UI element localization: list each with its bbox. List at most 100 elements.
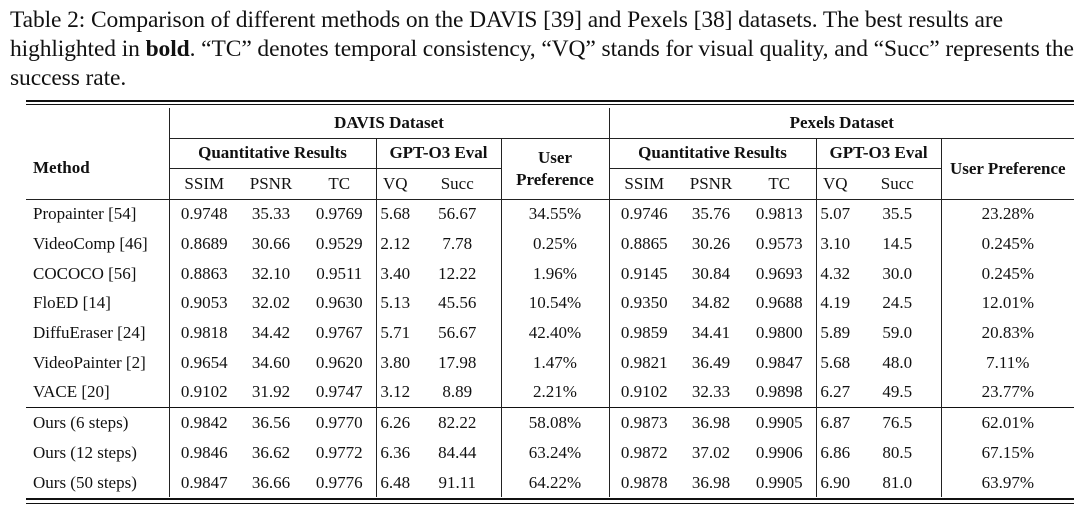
davis-value-cell: 56.67 xyxy=(438,204,477,224)
pexels-value-cell: 4.32 xyxy=(815,258,855,289)
pexels-value-cell: 0.245% xyxy=(940,229,1075,259)
method-cell: FloED [14] xyxy=(33,293,111,313)
pexels-value-cell: 76.5 xyxy=(854,407,942,438)
pexels-value-cell: 0.9145 xyxy=(608,258,680,289)
davis-value-cell: 0.9847 xyxy=(168,467,239,498)
pexels-value-cell: 6.86 xyxy=(815,438,855,468)
davis-value-cell: 36.56 xyxy=(239,407,303,438)
pexels-user-header-text: User Preference xyxy=(949,158,1066,178)
method-cell: VACE [20] xyxy=(33,382,110,402)
davis-value-cell: 0.9842 xyxy=(168,407,239,438)
pexels-value-cell: 0.9813 xyxy=(755,204,803,224)
table-top-rule xyxy=(26,100,1074,102)
davis-value-cell: 17.98 xyxy=(438,352,477,372)
pexels-value-cell: 3.10 xyxy=(815,229,855,259)
davis-value-cell: 8.89 xyxy=(442,382,473,402)
pexels-ssim-header: SSIM xyxy=(608,168,680,200)
pexels-value-cell: 0.9688 xyxy=(755,293,803,313)
pexels-value-cell: 6.90 xyxy=(815,467,855,498)
davis-value-cell: 2.21% xyxy=(500,377,610,408)
table-row: COCOCO [56] 0.8863 32.10 0.9511 3.40 12.22 1.9… xyxy=(26,258,1075,289)
pexels-value-cell: 30.0 xyxy=(882,263,913,283)
davis-user-header: User Preference xyxy=(500,138,610,200)
davis-value-cell: 0.9772 xyxy=(315,442,363,462)
caption-text-1: Table 2: Comparison of different methods… xyxy=(10,7,1003,62)
davis-value-cell: 0.9620 xyxy=(315,352,363,372)
davis-value-cell: 30.66 xyxy=(251,234,291,254)
pexels-value-cell: 36.98 xyxy=(679,407,744,438)
pexels-value-cell: 0.9573 xyxy=(755,234,803,254)
pexels-value-cell: 0.9872 xyxy=(608,438,680,468)
davis-gpt-header: GPT-O3 Eval xyxy=(375,138,501,169)
pexels-value-cell: 34.41 xyxy=(691,323,731,343)
pexels-value-cell: 32.33 xyxy=(691,382,731,402)
davis-user-header-text: User Preference xyxy=(516,147,594,189)
pexels-value-cell: 30.84 xyxy=(691,263,731,283)
davis-value-cell: 31.92 xyxy=(251,382,291,402)
davis-value-cell: 3.80 xyxy=(375,347,414,378)
pexels-value-cell: 81.0 xyxy=(882,472,913,492)
pexels-value-cell: 23.77% xyxy=(940,377,1075,408)
pexels-value-cell: 5.07 xyxy=(815,199,855,230)
davis-value-cell: 0.9748 xyxy=(168,199,239,230)
davis-value-cell: 0.9102 xyxy=(168,377,239,408)
pexels-quant-header: Quantitative Results xyxy=(608,138,817,169)
davis-value-cell: 0.9654 xyxy=(168,347,239,378)
davis-succ-header: Succ xyxy=(414,168,501,200)
pexels-value-cell: 48.0 xyxy=(882,352,913,372)
pexels-value-cell: 0.9873 xyxy=(608,407,680,438)
pexels-value-cell: 24.5 xyxy=(882,293,913,313)
table-row: FloED [14] 0.9053 32.02 0.9630 5.13 45.56 10.5… xyxy=(26,288,1075,319)
davis-value-cell: 0.9747 xyxy=(315,382,363,402)
pexels-value-cell: 0.8865 xyxy=(608,229,680,259)
davis-value-cell: 0.9511 xyxy=(316,263,363,283)
pexels-value-cell: 49.5 xyxy=(882,382,913,402)
davis-dataset-header: DAVIS Dataset xyxy=(168,108,610,139)
pexels-value-cell: 0.9746 xyxy=(608,199,680,230)
pexels-value-cell: 0.9693 xyxy=(755,263,803,283)
pexels-value-cell: 14.5 xyxy=(882,234,913,254)
davis-value-cell: 32.02 xyxy=(251,293,291,313)
davis-value-cell: 36.62 xyxy=(251,442,291,462)
davis-value-cell: 63.24% xyxy=(500,438,610,468)
pexels-value-cell: 12.01% xyxy=(940,288,1075,319)
method-cell: COCOCO [56] xyxy=(33,263,137,283)
davis-value-cell: 64.22% xyxy=(500,467,610,498)
davis-value-cell: 2.12 xyxy=(375,229,414,259)
pexels-value-cell: 6.87 xyxy=(815,407,855,438)
pexels-gpt-header: GPT-O3 Eval xyxy=(815,138,942,169)
caption-text-2: . “TC” denotes temporal consistency, “VQ… xyxy=(10,36,1074,91)
pexels-vq-header: VQ xyxy=(815,168,855,200)
davis-value-cell: 84.44 xyxy=(438,442,477,462)
pexels-value-cell: 0.9906 xyxy=(755,442,803,462)
pexels-value-cell: 0.9898 xyxy=(755,382,803,402)
pexels-value-cell: 35.76 xyxy=(691,204,731,224)
davis-value-cell: 0.9818 xyxy=(168,318,239,348)
davis-value-cell: 1.96% xyxy=(500,258,610,289)
table-row: VACE [20] 0.9102 31.92 0.9747 3.12 8.89 2.21% 0… xyxy=(26,377,1075,408)
table-bottom-rule xyxy=(26,498,1074,500)
method-cell: VideoComp [46] xyxy=(33,234,148,254)
davis-quant-header: Quantitative Results xyxy=(168,138,376,169)
davis-vq-header: VQ xyxy=(375,168,414,200)
pexels-value-cell: 30.26 xyxy=(691,234,731,254)
pexels-value-cell: 7.11% xyxy=(940,347,1075,378)
davis-value-cell: 36.66 xyxy=(251,472,291,492)
pexels-value-cell: 36.49 xyxy=(691,352,731,372)
davis-value-cell: 1.47% xyxy=(500,347,610,378)
table-row: DiffuEraser [24] 0.9818 34.42 0.9767 5.71 56.… xyxy=(26,318,1075,348)
davis-psnr-header: PSNR xyxy=(239,168,303,200)
pexels-value-cell: 35.5 xyxy=(882,204,913,224)
davis-value-cell: 0.9846 xyxy=(168,438,239,468)
davis-value-cell: 0.9769 xyxy=(315,204,363,224)
method-cell: Ours (12 steps) xyxy=(33,442,137,462)
table-row: VideoPainter [2] 0.9654 34.60 0.9620 3.80 17.… xyxy=(26,347,1075,378)
method-cell: VideoPainter [2] xyxy=(33,352,146,372)
pexels-value-cell: 5.68 xyxy=(815,347,855,378)
pexels-tc-header: TC xyxy=(743,168,817,200)
table-row: VideoComp [46] 0.8689 30.66 0.9529 2.12 7.78 0… xyxy=(26,229,1075,259)
pexels-value-cell: 34.82 xyxy=(691,293,731,313)
pexels-succ-header: Succ xyxy=(854,168,942,200)
pexels-value-cell: 23.28% xyxy=(940,199,1075,230)
pexels-value-cell: 80.5 xyxy=(882,442,913,462)
